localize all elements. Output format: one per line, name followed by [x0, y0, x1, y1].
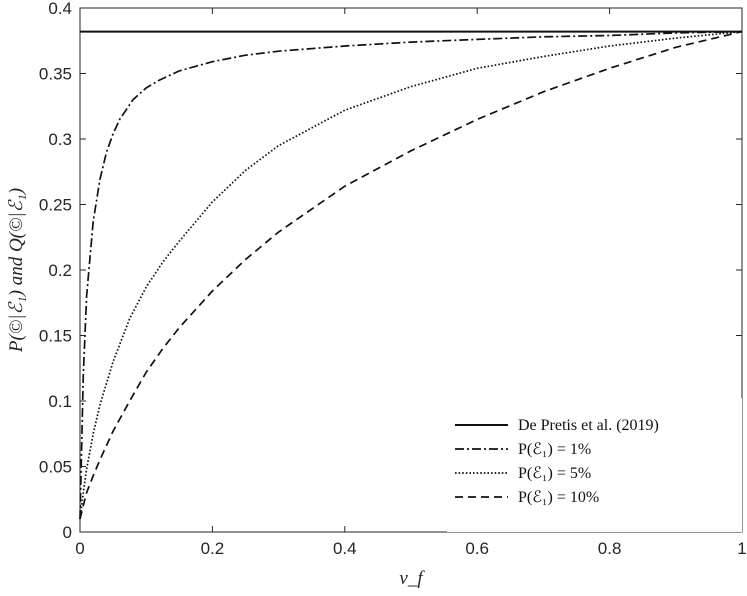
- y-tick-label: 0.4: [48, 0, 72, 18]
- legend-entry-10-percent: P(ℰ₁) = 10%: [518, 489, 599, 506]
- legend-box: [447, 398, 742, 532]
- x-tick-label: 1: [737, 539, 746, 558]
- y-tick-label: 0.35: [39, 65, 72, 84]
- y-tick-label: 0.1: [48, 392, 72, 411]
- legend: De Pretis et al. (2019) P(ℰ₁) = 1% P(ℰ₁)…: [447, 398, 742, 532]
- y-tick-label: 0.05: [39, 458, 72, 477]
- series-layer: [79, 30, 743, 520]
- y-tick-label: 0.2: [48, 261, 72, 280]
- legend-entry-5-percent: P(ℰ₁) = 5%: [518, 465, 591, 482]
- x-tick-label: 0.6: [465, 539, 489, 558]
- y-axis-label: P(©|ℰ₁) and Q(©|ℰ₁): [6, 188, 27, 353]
- y-tick-label: 0: [63, 523, 72, 542]
- series-line-3: [79, 30, 743, 520]
- y-tick-label: 0.15: [39, 327, 72, 346]
- axes-layer: 0 0.2 0.4 0.6 0.8 1 0 0.05 0.1 0.15 0.2 0.25 0.3 0.35…: [39, 0, 747, 558]
- x-tick-label: 0.8: [598, 539, 622, 558]
- x-axis-label: ν_f: [399, 568, 425, 589]
- y-tick-label: 0.25: [39, 196, 72, 215]
- legend-entry-de-pretis: De Pretis et al. (2019): [518, 417, 659, 434]
- series-line-1: [79, 30, 743, 519]
- x-tick-label: 0.4: [333, 539, 357, 558]
- legend-entry-1-percent: P(ℰ₁) = 1%: [518, 441, 591, 458]
- x-tick-label: 0: [75, 539, 84, 558]
- x-tick-label: 0.2: [201, 539, 225, 558]
- y-tick-label: 0.3: [48, 130, 72, 149]
- series-line-2: [79, 30, 743, 520]
